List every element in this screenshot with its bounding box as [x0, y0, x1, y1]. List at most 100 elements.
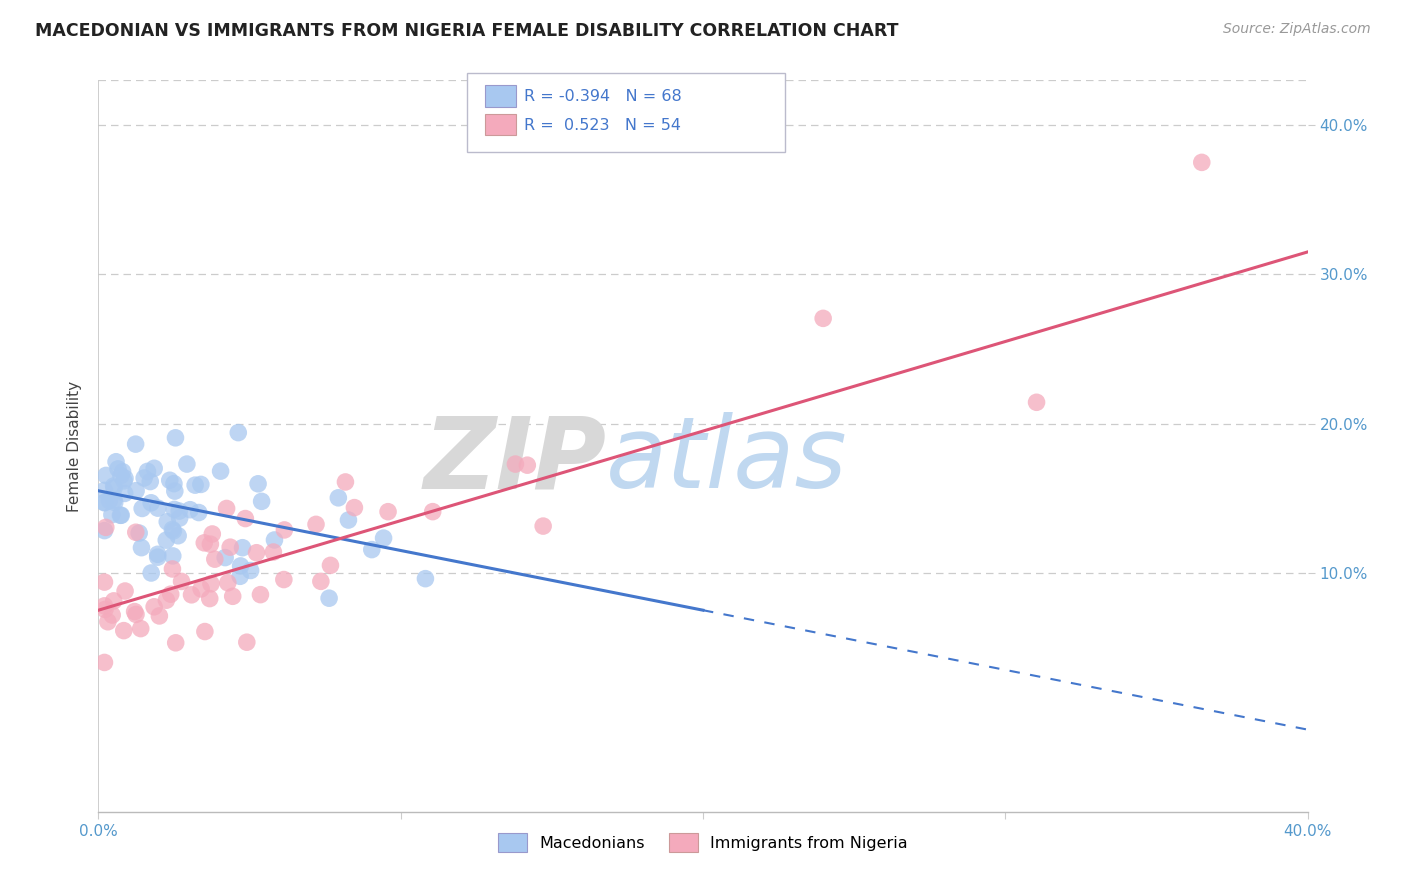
Point [146, 550, 169, 565]
Point [170, 574, 193, 589]
Point [155, 533, 177, 548]
Point [165, 431, 187, 445]
Y-axis label: Female Disability: Female Disability [67, 380, 83, 512]
Point [250, 494, 273, 508]
Point [93, 599, 115, 613]
Point [139, 496, 162, 510]
Point [200, 537, 222, 551]
Point [155, 593, 177, 607]
Point [136, 464, 159, 478]
Point [114, 584, 136, 599]
Point [98, 493, 121, 508]
Point [305, 517, 328, 532]
Point [134, 471, 156, 485]
Point [101, 608, 124, 623]
Point [125, 607, 148, 622]
Point [373, 531, 395, 545]
Point [217, 575, 239, 590]
Point [236, 635, 259, 649]
Point [110, 468, 132, 483]
Point [204, 552, 226, 566]
Point [125, 525, 148, 540]
Point [200, 577, 222, 591]
Point [319, 558, 342, 573]
Point [167, 504, 190, 518]
Point [148, 609, 170, 624]
Point [226, 425, 249, 440]
Point [94, 602, 117, 616]
Point [201, 527, 224, 541]
Point [318, 591, 340, 606]
Point [219, 540, 242, 554]
Legend: Macedonians, Immigrants from Nigeria: Macedonians, Immigrants from Nigeria [492, 826, 914, 859]
Point [335, 475, 357, 489]
Point [231, 541, 253, 555]
Point [112, 624, 135, 638]
Point [110, 508, 132, 523]
Point [93, 483, 115, 498]
Point [143, 599, 166, 614]
Point [103, 479, 125, 493]
Point [146, 547, 169, 561]
Point [273, 573, 295, 587]
Point [179, 502, 201, 516]
Point [107, 462, 129, 476]
Point [162, 562, 184, 576]
Point [103, 493, 125, 508]
Point [105, 455, 128, 469]
Text: R =  0.523   N = 54: R = 0.523 N = 54 [524, 118, 682, 133]
Point [176, 457, 198, 471]
Point [124, 437, 146, 451]
Point [422, 505, 444, 519]
Point [124, 605, 146, 619]
Text: MACEDONIAN VS IMMIGRANTS FROM NIGERIA FEMALE DISABILITY CORRELATION CHART: MACEDONIAN VS IMMIGRANTS FROM NIGERIA FE… [35, 22, 898, 40]
Point [103, 594, 125, 608]
Point [139, 475, 162, 489]
Point [343, 500, 366, 515]
Point [377, 505, 399, 519]
Point [328, 491, 350, 505]
Point [104, 495, 127, 509]
Point [131, 541, 153, 555]
Point [125, 483, 148, 498]
Point [239, 564, 262, 578]
Point [162, 524, 184, 538]
Point [103, 481, 125, 495]
Point [1191, 155, 1213, 169]
Point [190, 582, 212, 596]
Point [531, 519, 554, 533]
Point [222, 590, 245, 604]
Text: Source: ZipAtlas.com: Source: ZipAtlas.com [1223, 22, 1371, 37]
Point [111, 465, 134, 479]
Point [209, 464, 232, 478]
Point [169, 511, 191, 525]
Point [229, 558, 252, 573]
Point [415, 572, 437, 586]
Point [184, 478, 207, 492]
Point [114, 471, 136, 485]
Text: R = -0.394   N = 68: R = -0.394 N = 68 [524, 89, 682, 104]
Point [360, 542, 382, 557]
Point [187, 506, 209, 520]
Point [110, 508, 132, 523]
Point [97, 615, 120, 629]
Point [1025, 395, 1047, 409]
Point [247, 476, 270, 491]
Point [162, 523, 184, 537]
Point [94, 468, 117, 483]
Point [93, 575, 115, 590]
Point [93, 656, 115, 670]
Point [143, 461, 166, 475]
Point [811, 311, 834, 326]
Point [235, 511, 257, 525]
Point [129, 622, 152, 636]
Point [114, 486, 136, 500]
Point [337, 513, 360, 527]
Point [112, 474, 135, 488]
Point [146, 501, 169, 516]
Point [93, 495, 115, 509]
Point [180, 588, 202, 602]
Point [198, 591, 221, 606]
Point [193, 536, 215, 550]
Point [190, 477, 212, 491]
